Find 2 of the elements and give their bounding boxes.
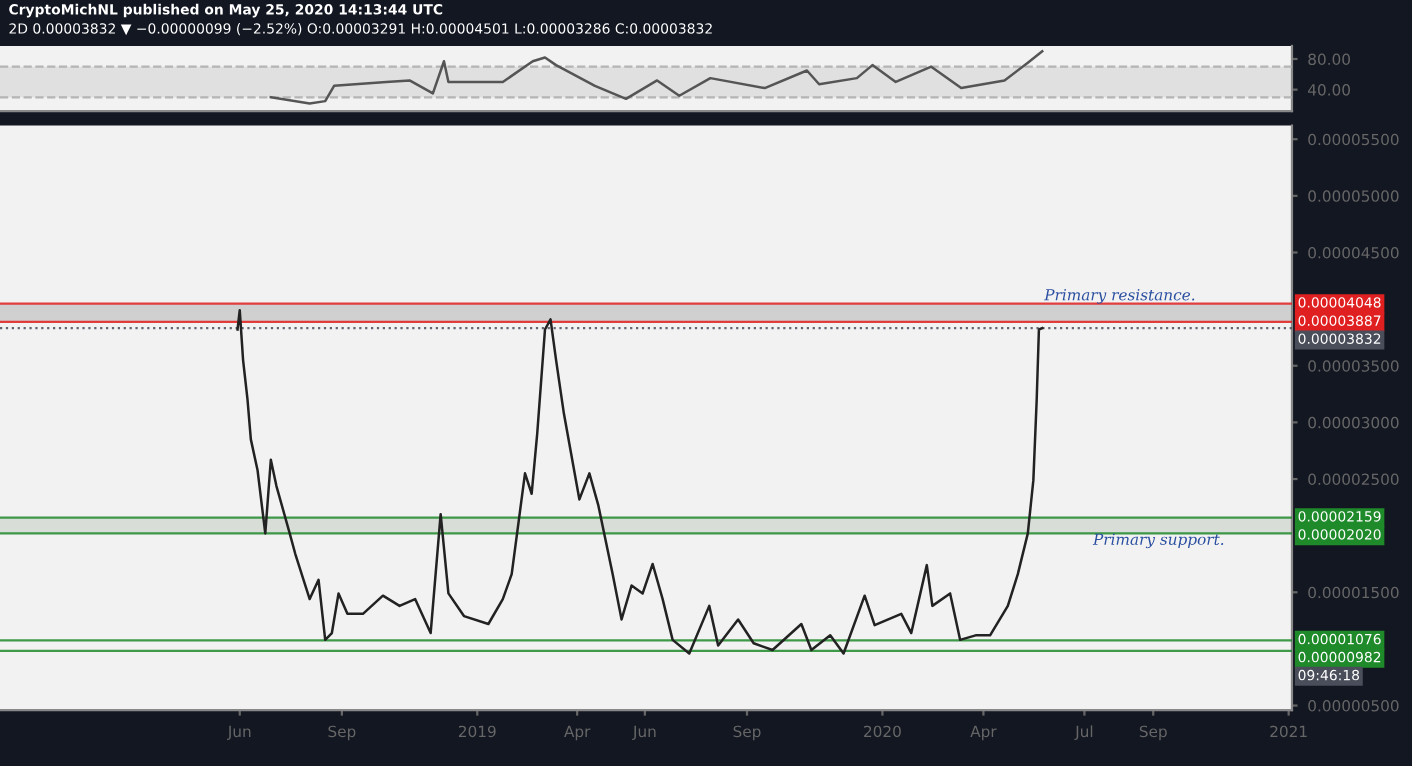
line-series xyxy=(236,309,1044,655)
line-series xyxy=(269,50,1044,105)
